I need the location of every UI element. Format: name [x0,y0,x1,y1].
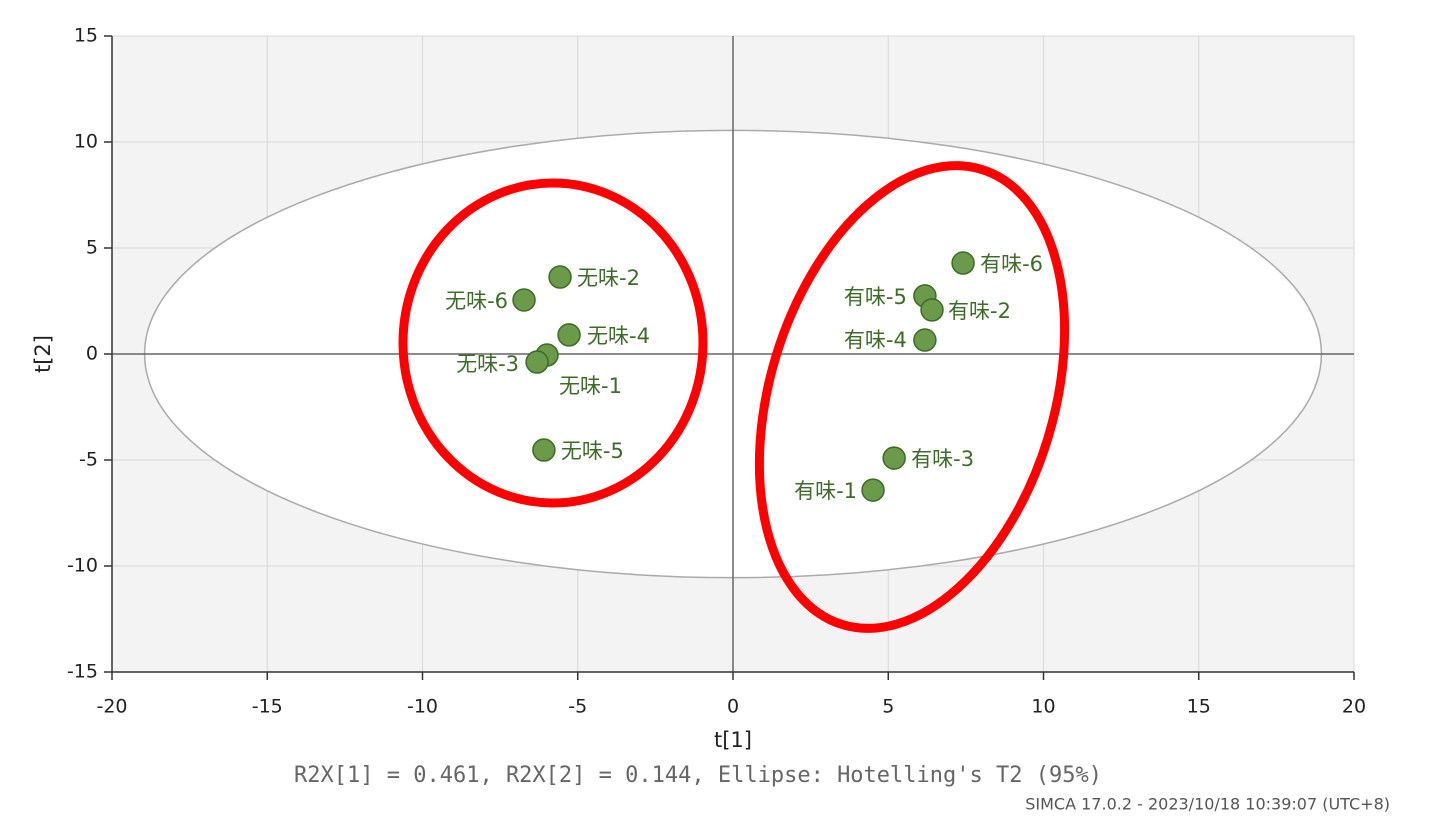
y-tick-label: 0 [86,343,98,365]
axes: -20 -15 -10 -5 0 5 10 15 20 -15 -10 -5 0 5 10 15 [67,25,1366,718]
point [920,298,944,322]
x-tick-label: 10 [1031,696,1055,718]
point-label: 无味-5 [561,439,624,463]
highlight-circle [754,161,1070,633]
point-label: 无味-4 [587,324,650,348]
x-axis-title: t[1] [714,728,752,752]
y-tick-label: 10 [74,131,98,153]
highlight-circle [398,178,708,508]
y-tick-label: 15 [74,25,98,47]
y-tick-label: -5 [79,449,98,471]
x-tick-label: -20 [96,696,127,718]
point-label: 有味-4 [844,328,907,352]
point [548,265,572,289]
point-label: 无味-6 [445,289,508,313]
point-label: 有味-6 [980,252,1043,276]
point [525,350,549,374]
x-tick-label: 5 [882,696,894,718]
x-tick-label: 15 [1187,696,1211,718]
point-label: 有味-1 [794,479,857,503]
point [951,251,975,275]
point [532,438,556,462]
x-tick-label: -5 [568,696,587,718]
point [913,328,937,352]
y-tick-label: -10 [67,555,98,577]
y-axis-title: t[2] [31,335,55,373]
point-label: 无味-3 [456,352,519,376]
point-label: 有味-3 [911,447,974,471]
point [861,478,885,502]
x-tick-label: 20 [1342,696,1366,718]
point [557,323,581,347]
points: 无味-2 无味-6 无味-4 无味-1 无味-3 无味-5 有味-6 有味-5 有味-2 有味-4… [445,251,1043,503]
point [512,288,536,312]
point-label: 有味-2 [948,299,1011,323]
footnote: SIMCA 17.0.2 - 2023/10/18 10:39:07 (UTC+… [1025,795,1390,814]
x-tick-label: -10 [407,696,438,718]
x-tick-label: 0 [727,696,739,718]
y-tick-label: 5 [86,237,98,259]
x-tick-label: -15 [252,696,283,718]
point-label: 无味-1 [559,374,622,398]
point-label: 无味-2 [577,266,640,290]
subtitle: R2X[1] = 0.461, R2X[2] = 0.144, Ellipse:… [294,763,1102,788]
point-label: 有味-5 [844,285,907,309]
point [882,446,906,470]
y-tick-label: -15 [67,661,98,683]
